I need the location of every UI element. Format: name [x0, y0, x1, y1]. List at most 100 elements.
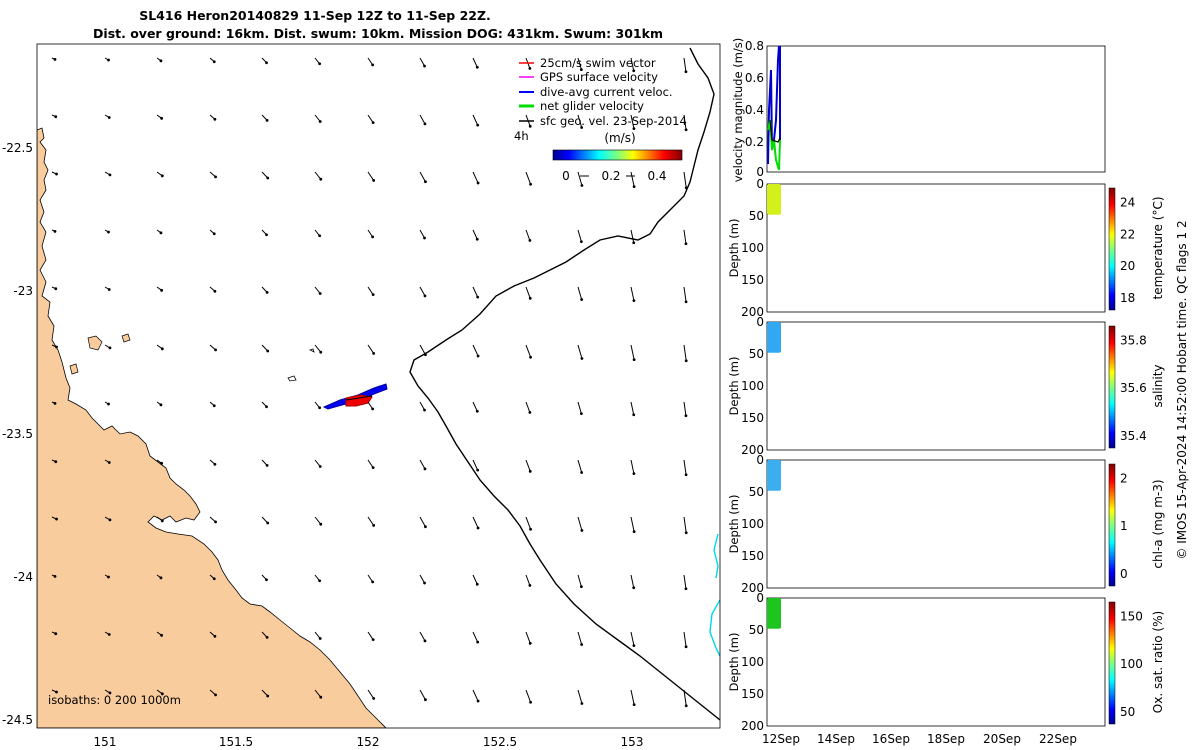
temperature-colorbar-tick: 18 — [1120, 291, 1135, 305]
current-arrow-head — [372, 697, 376, 700]
current-arrow-head — [632, 644, 636, 648]
current-arrow-head — [528, 67, 532, 70]
current-arrow — [683, 229, 687, 244]
current-arrow — [367, 286, 374, 295]
glider-track — [322, 383, 388, 410]
depth-tick: 150 — [741, 687, 764, 701]
time-tick: 14Sep — [817, 732, 855, 746]
current-arrow-head — [579, 240, 583, 243]
map-y-tick: -23.5 — [2, 427, 33, 441]
depth-ylabel: Depth (m) — [727, 633, 741, 692]
current-arrow-head — [266, 694, 270, 698]
current-arrow-head — [475, 237, 479, 241]
oxygen-colorbar-label: Ox. sat. ratio (%) — [1151, 611, 1165, 713]
current-arrow — [630, 344, 635, 360]
current-arrow — [525, 459, 531, 472]
current-arrow-head — [160, 519, 164, 523]
current-arrow-head — [212, 577, 216, 581]
current-arrow-head — [424, 525, 427, 529]
current-arrow-head — [632, 530, 636, 534]
legend-net-glider-velocity: net glider velocity — [540, 99, 644, 113]
temperature-frame — [766, 183, 1106, 313]
colorbar-tick: 0 — [562, 169, 570, 183]
current-arrow-head — [55, 345, 58, 349]
salinity-frame — [766, 321, 1106, 451]
current-arrow-head — [476, 699, 480, 703]
current-arrow-head — [214, 693, 217, 697]
current-arrow-head — [632, 703, 636, 707]
current-arrow-head — [371, 63, 375, 67]
current-arrow-head — [579, 585, 583, 588]
current-arrow — [683, 516, 687, 533]
current-arrow-head — [107, 633, 111, 636]
current-arrow-head — [371, 407, 375, 411]
current-arrow-head — [213, 462, 217, 466]
salinity-panel: 0 50 100 150 200 Depth (m) 35.8 35.6 35.4 salinit… — [727, 315, 1165, 457]
current-arrow — [314, 171, 322, 180]
current-arrow-head — [55, 690, 58, 694]
map-y-tick: -24.5 — [2, 713, 33, 727]
chl-panel: 0 50 100 150 200 Depth (m) 2 1 0 chl-a (mg m-3) — [727, 453, 1165, 595]
current-arrow-head — [318, 120, 322, 123]
depth-tick: 50 — [749, 347, 764, 361]
current-arrow-head — [684, 70, 688, 74]
current-arrow-head — [371, 466, 375, 470]
current-arrow-head — [476, 640, 480, 644]
time-tick: 20Sep — [983, 732, 1021, 746]
current-arrow-head — [424, 353, 427, 357]
current-arrow-head — [528, 411, 532, 414]
current-arrow — [577, 459, 583, 473]
current-arrow-head — [423, 581, 426, 585]
current-arrow-head — [265, 233, 268, 237]
current-arrow-head — [214, 175, 217, 179]
current-arrow-head — [580, 529, 584, 532]
current-arrow — [472, 344, 479, 357]
current-arrow — [577, 574, 582, 587]
depth-tick: 200 — [741, 719, 764, 733]
current-arrow-head — [319, 177, 323, 181]
velocity-panel: 0.8 0.6 0.4 0.2 0 velocity magnitude (m/… — [731, 38, 1106, 182]
map-x-tick: 152 — [357, 735, 380, 749]
current-arrow-head — [684, 414, 688, 418]
current-arrow — [419, 114, 426, 125]
depth-tick: 100 — [741, 655, 764, 669]
current-arrow-head — [475, 582, 479, 586]
depth-tick: 150 — [741, 549, 764, 563]
current-arrow-head — [529, 355, 532, 359]
current-arrow-head — [266, 349, 270, 353]
current-arrow — [419, 344, 426, 355]
oxygen-frame — [766, 597, 1106, 727]
current-arrow-head — [371, 121, 375, 125]
current-arrow — [472, 516, 479, 529]
chl-colorbar-tick: 0 — [1120, 567, 1128, 581]
current-arrow-head — [424, 180, 427, 184]
land — [37, 127, 387, 728]
copyright-note: © IMOS 15-Apr-2024 14:52:00 Hobart time.… — [1175, 220, 1189, 559]
temperature-profile-data — [767, 184, 781, 215]
current-arrow — [630, 401, 635, 415]
current-arrow-head — [371, 638, 375, 642]
current-arrow — [577, 344, 583, 359]
current-arrow-head — [108, 691, 112, 695]
surface-current-arrows — [51, 57, 688, 708]
current-arrow-head — [371, 293, 375, 297]
vel-series-black — [769, 119, 781, 143]
map-x-tick: 151.5 — [219, 735, 253, 749]
current-arrow — [472, 631, 479, 643]
current-arrow-head — [579, 68, 583, 71]
current-arrow — [472, 229, 478, 240]
current-arrow-head — [160, 347, 164, 351]
salinity-colorbar-tick: 35.8 — [1120, 334, 1147, 348]
temperature-colorbar-label: temperature (°C) — [1151, 197, 1165, 300]
current-arrow-head — [318, 292, 322, 295]
current-arrow-head — [476, 123, 480, 127]
depth-tick: 150 — [741, 411, 764, 425]
current-arrow-head — [684, 587, 688, 591]
current-arrow — [419, 401, 425, 411]
current-arrow-head — [476, 468, 480, 472]
map-colorbar — [552, 149, 683, 161]
depth-tick: 50 — [749, 485, 764, 499]
current-arrow-head — [319, 695, 323, 699]
current-arrow-head — [160, 461, 164, 465]
